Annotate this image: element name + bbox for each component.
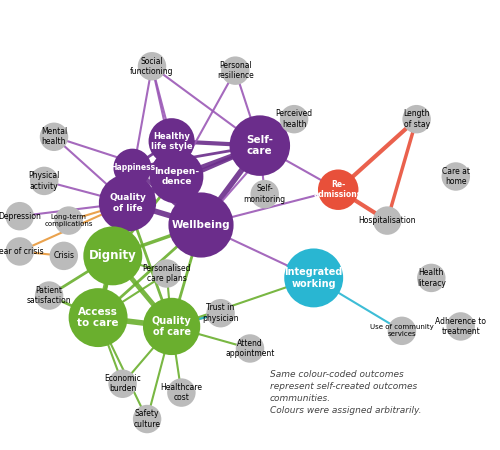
Text: Quality
of life: Quality of life	[109, 193, 146, 213]
Point	[232, 67, 239, 74]
Text: Indepen-
dence: Indepen- dence	[154, 167, 199, 186]
Text: Personalised
care plans: Personalised care plans	[142, 264, 191, 283]
Text: Safety
culture: Safety culture	[134, 410, 160, 429]
Point	[50, 133, 58, 140]
Point	[60, 252, 68, 260]
Point	[452, 173, 460, 180]
Point	[428, 274, 436, 282]
Text: Re-
admissions: Re- admissions	[314, 180, 362, 199]
Text: Social
functioning: Social functioning	[130, 57, 174, 76]
Point	[412, 116, 420, 123]
Text: Depression: Depression	[0, 212, 41, 220]
Text: Healthcare
cost: Healthcare cost	[160, 383, 202, 402]
Point	[16, 248, 24, 255]
Point	[456, 323, 464, 330]
Point	[118, 380, 126, 387]
Point	[168, 138, 175, 145]
Text: Care at
home: Care at home	[442, 167, 470, 186]
Text: Physical
activity: Physical activity	[28, 171, 60, 191]
Point	[256, 142, 264, 149]
Text: Integrated
working: Integrated working	[284, 267, 343, 289]
Point	[128, 164, 136, 171]
Text: Wellbeing: Wellbeing	[172, 220, 230, 230]
Point	[216, 310, 224, 317]
Point	[178, 389, 186, 396]
Text: Health
literacy: Health literacy	[417, 268, 446, 288]
Point	[109, 252, 117, 260]
Text: Same colour-coded outcomes
represent self-created outcomes
communities.
Colours : Same colour-coded outcomes represent sel…	[270, 370, 421, 415]
Point	[290, 116, 298, 123]
Text: Healthy
life style: Healthy life style	[151, 131, 192, 151]
Text: Self-
care: Self- care	[246, 135, 274, 157]
Point	[148, 63, 156, 70]
Text: Happiness: Happiness	[110, 163, 155, 172]
Text: Hospitalisation: Hospitalisation	[358, 216, 416, 225]
Point	[45, 292, 53, 299]
Text: Trust in
physician: Trust in physician	[202, 303, 239, 323]
Point	[260, 190, 268, 198]
Text: Attend
appointment: Attend appointment	[226, 339, 274, 358]
Point	[94, 314, 102, 321]
Point	[16, 212, 24, 220]
Text: Fear of crisis: Fear of crisis	[0, 247, 44, 256]
Text: Length
of stay: Length of stay	[404, 109, 430, 129]
Point	[168, 323, 175, 330]
Point	[310, 274, 318, 282]
Text: Patient
satisfaction: Patient satisfaction	[27, 286, 72, 305]
Text: Mental
health: Mental health	[41, 127, 67, 147]
Text: Quality
of care: Quality of care	[152, 315, 192, 337]
Point	[172, 173, 180, 180]
Text: Long-term
complications: Long-term complications	[44, 214, 93, 227]
Point	[40, 177, 48, 184]
Text: Adherence to
treatment: Adherence to treatment	[435, 317, 486, 336]
Point	[143, 415, 151, 423]
Point	[124, 199, 132, 207]
Text: Self-
monitoring: Self- monitoring	[244, 184, 286, 204]
Point	[197, 221, 205, 229]
Point	[64, 217, 72, 224]
Point	[246, 345, 254, 352]
Text: Economic
burden: Economic burden	[104, 374, 141, 393]
Point	[398, 327, 406, 334]
Text: Dignity: Dignity	[89, 249, 136, 262]
Text: Crisis: Crisis	[54, 252, 74, 261]
Text: Access
to care: Access to care	[78, 307, 119, 328]
Point	[334, 186, 342, 194]
Text: Perceived
health: Perceived health	[276, 109, 312, 129]
Point	[383, 217, 391, 224]
Text: Personal
resilience: Personal resilience	[217, 61, 254, 81]
Point	[162, 270, 170, 277]
Text: Use of community
services: Use of community services	[370, 324, 434, 338]
